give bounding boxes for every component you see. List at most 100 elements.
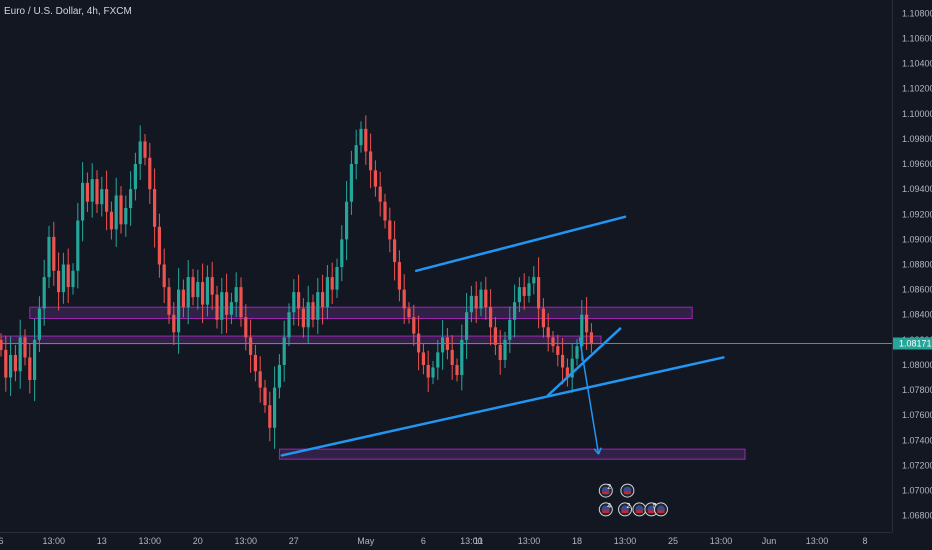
x-tick-label: 13:00 <box>710 536 733 546</box>
candle <box>124 195 128 237</box>
x-tick-label: 13:00 <box>806 536 829 546</box>
candle <box>253 344 257 382</box>
candle <box>9 336 13 397</box>
candle <box>153 168 157 248</box>
drawings-layer <box>280 215 725 457</box>
candle <box>239 277 243 327</box>
candle <box>321 274 325 325</box>
candle <box>493 317 497 356</box>
candle <box>541 298 545 338</box>
candle <box>157 213 161 278</box>
y-tick-label: 1.07200 <box>902 460 932 470</box>
price-axis[interactable]: 1.06800 1.07000 1.07200 1.07400 1.07600 1.078… <box>902 8 932 520</box>
candle <box>570 343 574 393</box>
candle <box>61 252 65 304</box>
candle <box>369 133 373 189</box>
candle <box>28 344 32 394</box>
event-badge-count: 2 <box>607 484 611 491</box>
candle <box>537 257 541 329</box>
candle <box>364 115 368 165</box>
candle <box>426 350 430 392</box>
candle <box>162 248 166 304</box>
y-tick-label: 1.09000 <box>902 234 932 244</box>
candle <box>263 379 267 413</box>
trendline-1[interactable] <box>280 356 725 457</box>
candle <box>138 125 142 180</box>
candle <box>292 279 296 326</box>
zone-0[interactable] <box>29 306 693 320</box>
candle <box>556 334 560 367</box>
candle <box>119 186 123 234</box>
y-tick-label: 1.10000 <box>902 109 932 119</box>
candle <box>47 225 51 289</box>
candle <box>109 201 113 240</box>
candle <box>52 221 56 286</box>
trendline-0[interactable] <box>414 215 627 273</box>
y-tick-label: 1.07400 <box>902 435 932 445</box>
candle <box>249 319 253 373</box>
candle <box>402 274 406 324</box>
candle <box>330 262 334 305</box>
candle <box>546 313 550 352</box>
candle <box>13 344 17 382</box>
candle <box>114 177 118 247</box>
candle <box>489 289 493 346</box>
x-tick-label: 13:00 <box>139 536 162 546</box>
candle <box>421 342 425 375</box>
event-badge[interactable]: 4 <box>598 502 613 517</box>
candle <box>484 276 488 320</box>
candle <box>85 172 89 213</box>
candle <box>354 129 358 180</box>
y-tick-label: 1.08800 <box>902 260 932 270</box>
event-badge[interactable]: 2 <box>618 502 632 517</box>
candle <box>508 306 512 353</box>
y-tick-label: 1.09800 <box>902 134 932 144</box>
trendline-2[interactable] <box>546 327 622 397</box>
candle <box>503 331 507 368</box>
down-arrow[interactable] <box>578 337 602 455</box>
y-tick-label: 1.08600 <box>902 285 932 295</box>
x-tick-label: 25 <box>668 536 678 546</box>
candle <box>311 294 315 328</box>
candle <box>105 170 109 231</box>
zone-2[interactable] <box>278 448 746 460</box>
candle <box>215 285 219 329</box>
event-badge[interactable] <box>632 502 647 517</box>
candle <box>340 225 344 282</box>
event-badge[interactable]: 2 <box>598 483 613 498</box>
candle <box>181 279 185 318</box>
candle <box>301 298 305 338</box>
y-tick-label: 1.07600 <box>902 410 932 420</box>
event-badge[interactable] <box>620 483 635 498</box>
candle <box>57 252 61 311</box>
candle <box>306 285 310 344</box>
candle <box>210 261 214 310</box>
candle <box>268 391 272 442</box>
candle <box>100 176 104 217</box>
candle <box>513 284 517 338</box>
y-tick-label: 1.10600 <box>902 33 932 43</box>
y-tick-label: 1.07800 <box>902 385 932 395</box>
event-badge[interactable] <box>654 502 668 517</box>
candle <box>441 320 445 370</box>
candle <box>167 277 171 324</box>
x-tick-label: 6 <box>421 536 426 546</box>
x-tick-label: Jun <box>762 536 777 546</box>
candle <box>469 285 473 323</box>
x-tick-label: 27 <box>289 536 299 546</box>
candle <box>23 329 27 366</box>
candle <box>297 274 301 326</box>
candle <box>4 335 8 392</box>
y-tick-label: 1.07000 <box>902 486 932 496</box>
candle <box>196 269 200 310</box>
candle <box>373 160 377 197</box>
candle <box>412 304 416 347</box>
candle <box>234 272 238 317</box>
candle <box>177 268 181 354</box>
x-tick-label: 18 <box>572 536 582 546</box>
candle <box>450 335 454 380</box>
x-tick-label: 11 <box>474 536 483 546</box>
candle <box>359 121 363 153</box>
